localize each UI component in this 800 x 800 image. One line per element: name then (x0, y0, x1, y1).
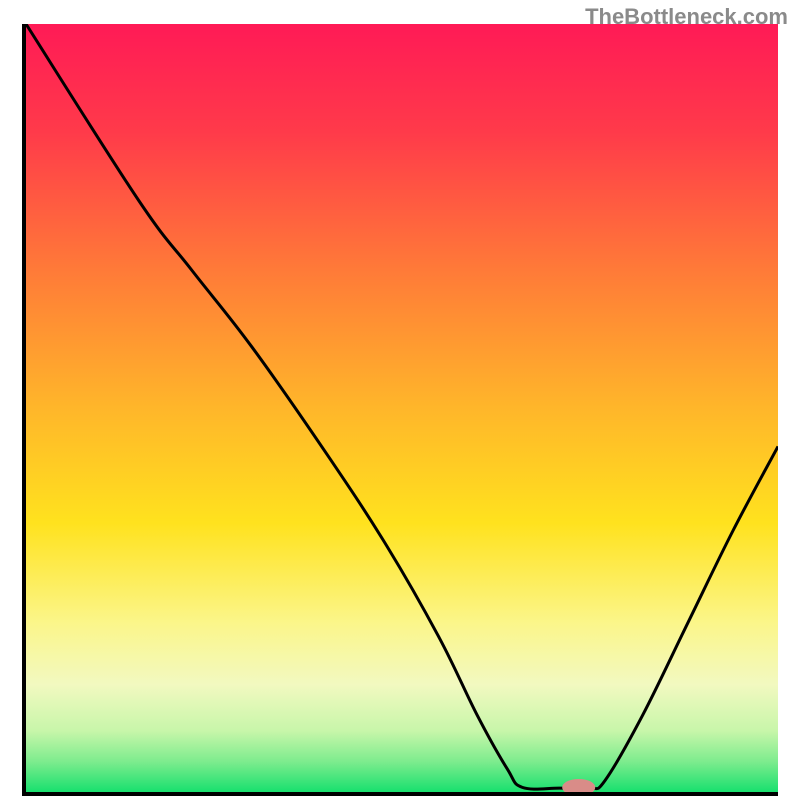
plot-area (22, 24, 778, 796)
chart-container: TheBottleneck.com (0, 0, 800, 800)
curve-layer (26, 24, 778, 792)
bottleneck-curve (26, 24, 778, 789)
highlight-marker (562, 779, 595, 792)
